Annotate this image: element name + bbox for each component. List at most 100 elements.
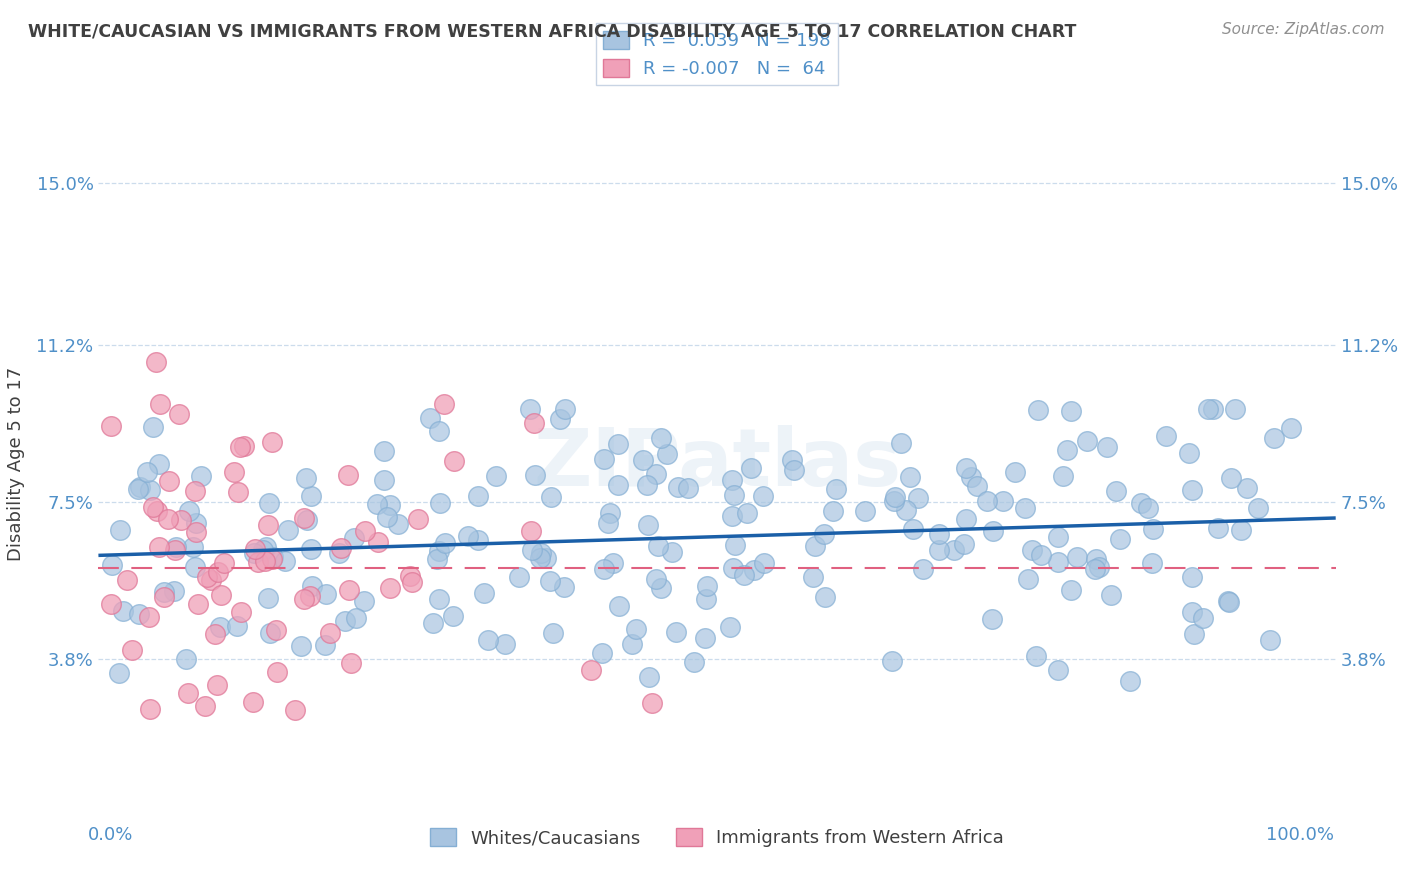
Point — [274, 554, 297, 568]
Point — [696, 579, 718, 593]
Point — [315, 586, 337, 600]
Point — [1105, 483, 1128, 498]
Point — [148, 457, 170, 471]
Point — [695, 592, 717, 607]
Point — [647, 540, 669, 554]
Point — [427, 591, 450, 606]
Point — [1236, 481, 1258, 495]
Point — [752, 489, 775, 503]
Point — [427, 424, 450, 438]
Point — [1017, 572, 1039, 586]
Point — [520, 524, 543, 538]
Point — [153, 590, 176, 604]
Point — [184, 560, 207, 574]
Point — [508, 569, 530, 583]
Text: ZIPatlas: ZIPatlas — [533, 425, 901, 503]
Point — [1181, 605, 1204, 619]
Point — [661, 545, 683, 559]
Point — [121, 643, 143, 657]
Point — [292, 592, 315, 607]
Point — [148, 541, 170, 555]
Point — [174, 652, 197, 666]
Point — [554, 401, 576, 416]
Point — [911, 562, 934, 576]
Point — [128, 607, 150, 621]
Point — [229, 440, 252, 454]
Point — [754, 556, 776, 570]
Point — [335, 614, 357, 628]
Point — [606, 478, 628, 492]
Point — [579, 663, 602, 677]
Point — [883, 490, 905, 504]
Point — [170, 513, 193, 527]
Point — [224, 465, 246, 479]
Point — [472, 586, 495, 600]
Point — [1218, 595, 1240, 609]
Point — [298, 589, 321, 603]
Point — [1202, 401, 1225, 416]
Point — [966, 478, 988, 492]
Point — [645, 467, 668, 481]
Point — [1182, 626, 1205, 640]
Point — [591, 647, 613, 661]
Point — [426, 552, 449, 566]
Point — [494, 636, 516, 650]
Point — [1181, 483, 1204, 497]
Point — [1119, 673, 1142, 688]
Point — [955, 511, 977, 525]
Point — [1060, 583, 1083, 598]
Point — [328, 546, 350, 560]
Point — [520, 543, 543, 558]
Point — [1099, 588, 1122, 602]
Point — [419, 410, 441, 425]
Point — [336, 468, 359, 483]
Point — [108, 524, 131, 538]
Point — [378, 498, 401, 512]
Point — [209, 588, 232, 602]
Point — [319, 626, 342, 640]
Point — [135, 466, 157, 480]
Point — [1026, 403, 1049, 417]
Point — [299, 542, 322, 557]
Point — [666, 480, 689, 494]
Point — [373, 443, 395, 458]
Point — [354, 524, 377, 539]
Point — [534, 551, 557, 566]
Point — [254, 540, 277, 554]
Point — [900, 470, 922, 484]
Point — [375, 509, 398, 524]
Point — [1219, 470, 1241, 484]
Point — [1095, 440, 1118, 454]
Point — [252, 542, 274, 557]
Point — [297, 513, 319, 527]
Point — [723, 488, 745, 502]
Point — [181, 540, 204, 554]
Point — [301, 489, 323, 503]
Point — [1192, 611, 1215, 625]
Point — [259, 626, 281, 640]
Point — [190, 469, 212, 483]
Point — [162, 584, 184, 599]
Point — [1137, 501, 1160, 516]
Point — [266, 624, 288, 638]
Point — [467, 533, 489, 547]
Point — [207, 678, 229, 692]
Point — [1066, 550, 1088, 565]
Point — [883, 493, 905, 508]
Point — [538, 574, 561, 588]
Point — [1247, 501, 1270, 516]
Point — [650, 431, 672, 445]
Point — [101, 558, 124, 572]
Point — [637, 517, 659, 532]
Point — [721, 561, 744, 575]
Point — [408, 512, 430, 526]
Point — [100, 597, 122, 611]
Legend: Whites/Caucasians, Immigrants from Western Africa: Whites/Caucasians, Immigrants from Weste… — [423, 821, 1011, 855]
Point — [187, 597, 209, 611]
Point — [260, 434, 283, 449]
Point — [1181, 570, 1204, 584]
Point — [292, 510, 315, 524]
Point — [343, 531, 366, 545]
Point — [896, 503, 918, 517]
Point — [129, 480, 152, 494]
